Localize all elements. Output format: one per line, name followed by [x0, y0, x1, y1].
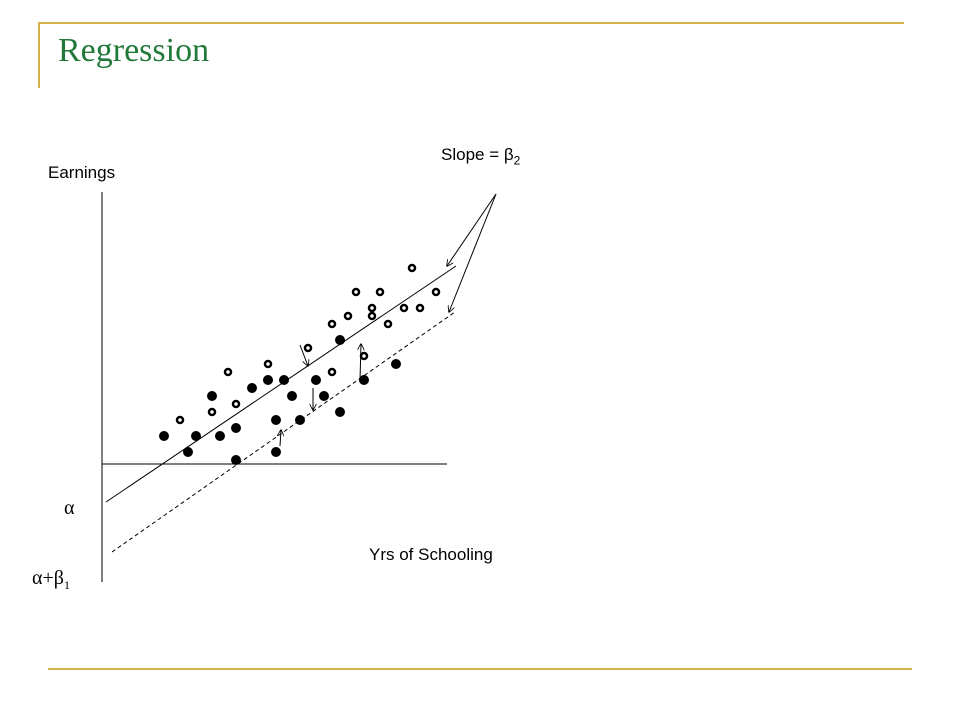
open-point [327, 367, 337, 377]
slope-label-text: Slope = β [441, 145, 514, 164]
open-point [175, 415, 185, 425]
open-point [383, 319, 393, 329]
filled-point [295, 415, 305, 425]
intercept2-label-text: α+β [32, 567, 64, 589]
filled-point [263, 375, 273, 385]
bottom-rule [48, 668, 912, 670]
filled-point [311, 375, 321, 385]
open-point [343, 311, 353, 321]
filled-point [271, 415, 281, 425]
filled-point [335, 335, 345, 345]
filled-points [159, 335, 401, 465]
filled-point [319, 391, 329, 401]
open-point [431, 287, 441, 297]
slope-label-subscript: 2 [513, 153, 521, 168]
open-point [415, 303, 425, 313]
open-points [175, 263, 441, 425]
open-point [207, 407, 217, 417]
open-point [327, 319, 337, 329]
open-point [231, 399, 241, 409]
slide-title: Regression [58, 32, 210, 69]
intercept2-label: α+β1 [32, 567, 70, 593]
top-rule [40, 22, 904, 24]
left-rule [38, 22, 40, 88]
filled-point [183, 447, 193, 457]
slope-pointer-lower [449, 193, 497, 312]
open-point [223, 367, 233, 377]
open-point [375, 287, 385, 297]
filled-point [271, 447, 281, 457]
intercept-label: α [64, 497, 75, 519]
intercept2-label-subscript: 1 [63, 578, 70, 592]
filled-point [207, 391, 217, 401]
open-point [263, 359, 273, 369]
filled-point [391, 359, 401, 369]
y-axis-label: Earnings [48, 163, 116, 182]
open-point [351, 287, 361, 297]
slope-label: Slope = β2 [441, 145, 520, 167]
x-axis-label: Yrs of Schooling [369, 545, 493, 564]
open-point [359, 351, 369, 361]
open-point [399, 303, 409, 313]
open-point [407, 263, 417, 273]
filled-point [231, 423, 241, 433]
filled-point [359, 375, 369, 385]
filled-point [279, 375, 289, 385]
filled-point [191, 431, 201, 441]
filled-point [287, 391, 297, 401]
residual-arrow [280, 430, 281, 447]
filled-point [247, 383, 257, 393]
residual-arrow [360, 344, 361, 381]
filled-point [159, 431, 169, 441]
slope-pointer-upper [447, 193, 497, 266]
filled-point [231, 455, 241, 465]
open-point [367, 303, 377, 313]
residual-arrow [299, 344, 308, 366]
filled-point [335, 407, 345, 417]
open-point [367, 311, 377, 321]
filled-point [215, 431, 225, 441]
open-point [303, 343, 313, 353]
